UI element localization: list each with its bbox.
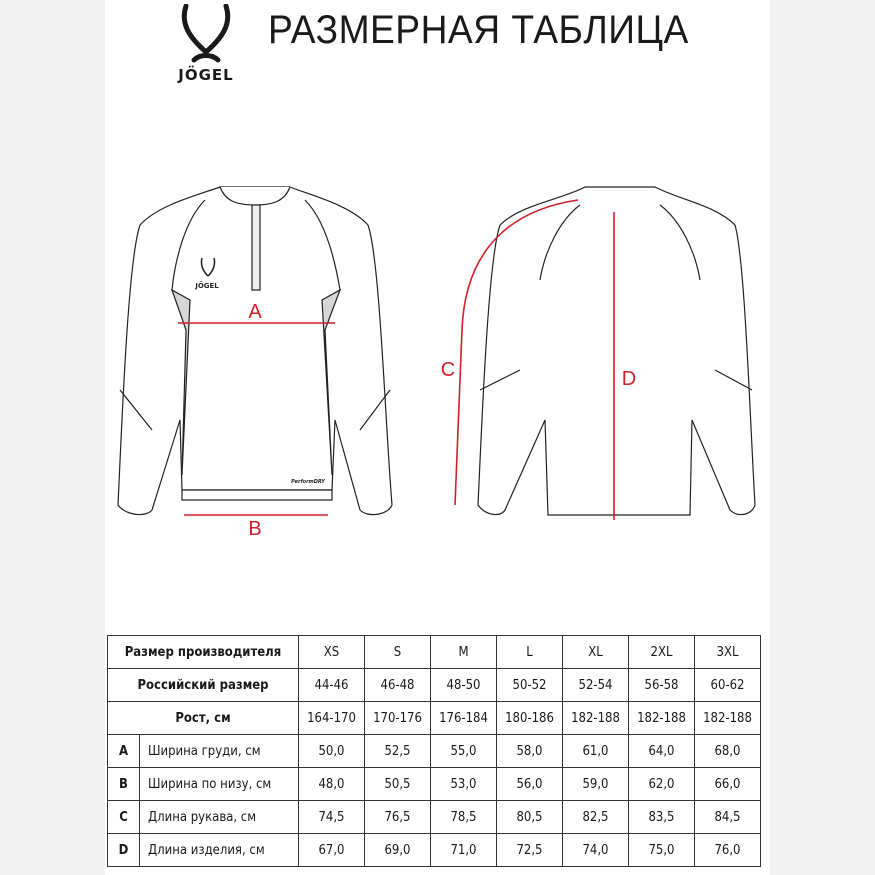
label-c: C [441,359,455,381]
hem-label: PerformDRY [291,479,326,485]
cell: 82,5 [562,800,629,834]
brand-logo-text: JÖGEL [177,65,233,84]
cell: 74,5 [298,800,365,834]
cell: L [496,635,563,669]
cell: 60-62 [694,668,761,702]
cell: 55,0 [430,734,497,768]
cell: 74,0 [562,833,629,867]
cell: 71,0 [430,833,497,867]
cell: 83,5 [628,800,695,834]
cell: 182-188 [562,701,629,735]
cell: 50,5 [364,767,431,801]
measurement-row: C Длина рукава, см 74,5 76,5 78,5 80,5 82,5 83,… [107,800,761,834]
label-d: D [622,368,636,390]
label-a: A [248,301,262,323]
measurement-name: Длина изделия, см [139,833,299,867]
measurement-letter: A [107,734,140,768]
cell: 84,5 [694,800,761,834]
cell: 64,0 [628,734,695,768]
cell: 58,0 [496,734,563,768]
brand-logo: JÖGEL [177,4,233,84]
cell: 62,0 [628,767,695,801]
cell: 48,0 [298,767,365,801]
measurement-row: D Длина изделия, см 67,0 69,0 71,0 72,5 74,0 75… [107,833,761,867]
cell: 53,0 [430,767,497,801]
garment-diagram: JÖGEL PerformDRY A B C D [117,186,756,540]
cell: 61,0 [562,734,629,768]
cell: 56-58 [628,668,695,702]
page-title: РАЗМЕРНАЯ ТАБЛИЦА [268,8,689,52]
cell: 68,0 [694,734,761,768]
cell: 72,5 [496,833,563,867]
front-view [117,186,393,516]
row-header: Размер производителя [107,635,299,669]
cell: XS [298,635,365,669]
cell: 75,0 [628,833,695,867]
cell: M [430,635,497,669]
cell: 56,0 [496,767,563,801]
back-view [477,186,756,516]
row-header: Рост, см [107,701,299,735]
cell: 44-46 [298,668,365,702]
measure-lines [178,199,615,520]
cell: 50,0 [298,734,365,768]
cell: 164-170 [298,701,365,735]
cell: 66,0 [694,767,761,801]
cell: 182-188 [628,701,695,735]
sizes-row: Размер производителя XS S M L XL 2XL 3XL [107,635,761,669]
cell: 67,0 [298,833,365,867]
cell: 76,0 [694,833,761,867]
cell: 52-54 [562,668,629,702]
height-row: Рост, см 164-170 170-176 176-184 180-186 182-… [107,701,761,735]
cell: 52,5 [364,734,431,768]
label-b: B [248,518,261,540]
measure-line-c [454,199,579,506]
row-header: Российский размер [107,668,299,702]
chest-logo-text: JÖGEL [194,281,219,290]
size-table: Размер производителя XS S M L XL 2XL 3XL Российс… [107,635,761,867]
cell: 46-48 [364,668,431,702]
cell: 78,5 [430,800,497,834]
measurement-name: Длина рукава, см [139,800,299,834]
cell: S [364,635,431,669]
ru-size-row: Российский размер 44-46 46-48 48-50 50-52 52-… [107,668,761,702]
measurement-letter: C [107,800,140,834]
measurement-letter: B [107,767,140,801]
cell: 50-52 [496,668,563,702]
measurement-name: Ширина груди, см [139,734,299,768]
cell: 176-184 [430,701,497,735]
chest-logo-icon [200,257,216,277]
cell: 2XL [628,635,695,669]
cell: XL [562,635,629,669]
measurement-name: Ширина по низу, см [139,767,299,801]
measurement-row: A Ширина груди, см 50,0 52,5 55,0 58,0 61,0 64,… [107,734,761,768]
cell: 182-188 [694,701,761,735]
cell: 59,0 [562,767,629,801]
cell: 48-50 [430,668,497,702]
cell: 3XL [694,635,761,669]
cell: 170-176 [364,701,431,735]
cell: 76,5 [364,800,431,834]
cell: 180-186 [496,701,563,735]
cell: 69,0 [364,833,431,867]
cell: 80,5 [496,800,563,834]
measurement-row: B Ширина по низу, см 48,0 50,5 53,0 56,0 59,0 6… [107,767,761,801]
measurement-letter: D [107,833,140,867]
